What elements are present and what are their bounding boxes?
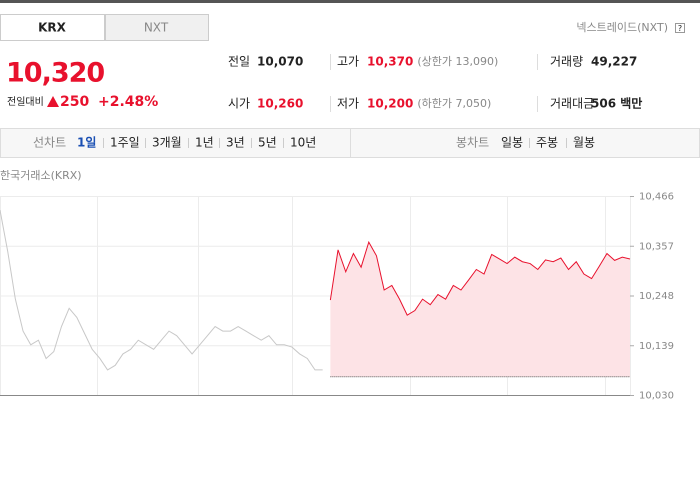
tab-label[interactable]: NXT (144, 21, 169, 35)
period-button[interactable]: 주봉 (536, 136, 558, 150)
stats: 전일 10,070 고가 10,370 (상한가 13,090) 거래량 49,227 시가 1… (228, 55, 642, 111)
period-button[interactable]: 월봉 (573, 136, 595, 150)
period-button[interactable]: 1년 (195, 136, 214, 150)
chart-title: 한국거래소(KRX) (0, 169, 82, 182)
y-tick-label: 10,139 (639, 341, 674, 352)
help-icon[interactable] (675, 23, 685, 33)
y-tick-label: 10,466 (639, 192, 674, 203)
toolbar-items: 선차트 1일 1주일 3개월 1년 3년 5년 10년 봉차트 일봉 주봉 월봉 (33, 136, 595, 150)
change-rate: +2.48% (98, 94, 158, 110)
stat-label: 시가 (228, 97, 250, 111)
period-button[interactable]: 3년 (226, 136, 245, 150)
tab-krx[interactable] (0, 14, 105, 41)
period-button[interactable]: 5년 (258, 136, 277, 150)
y-tick-label: 10,357 (639, 241, 674, 252)
stat-value: 49,227 (591, 55, 637, 69)
period-button[interactable]: 10년 (290, 136, 316, 150)
change: 250 (60, 94, 89, 110)
stat-value: 10,260 (257, 97, 303, 111)
stat-value: 10,200 (367, 97, 413, 111)
tab-nxt[interactable] (105, 14, 209, 41)
price: 10,320 (6, 58, 104, 89)
period-button[interactable]: 1주일 (110, 136, 140, 150)
price-line (329, 240, 631, 316)
period-button[interactable]: 일봉 (501, 136, 523, 150)
stat-note: (상한가 13,090) (417, 55, 498, 68)
candle-chart-label: 봉차트 (456, 136, 489, 150)
stat-note: (하한가 7,050) (417, 96, 491, 110)
stat-label: 저가 (337, 97, 359, 111)
help-icon-text: ? (678, 24, 682, 33)
stat-label: 거래량 (550, 55, 583, 69)
stat-label: 고가 (337, 55, 359, 69)
period-button[interactable]: 3개월 (152, 136, 182, 150)
y-tick-label: 10,248 (639, 291, 674, 302)
y-tick-label: 10,030 (639, 391, 674, 402)
tab-label[interactable]: KRX (38, 21, 67, 35)
line-chart-label: 선차트 (33, 136, 66, 150)
stat-value: 10,370 (367, 55, 413, 69)
area (330, 242, 630, 377)
nxt-link[interactable]: 넥스트레이드(NXT) (576, 21, 668, 34)
up-arrow (47, 96, 59, 107)
chart: 10,466 10,357 10,248 10,139 10,030 (0, 192, 674, 402)
stat-value: 10,070 (257, 55, 303, 69)
stat-label: 거래대금 (550, 97, 594, 111)
stat-value: 506 백만 (591, 96, 642, 111)
top-border (0, 0, 700, 3)
price-line (0, 210, 323, 371)
stat-label: 전일 (228, 55, 250, 69)
period-button[interactable]: 1일 (77, 136, 96, 150)
change-label: 전일대비 (7, 96, 44, 108)
